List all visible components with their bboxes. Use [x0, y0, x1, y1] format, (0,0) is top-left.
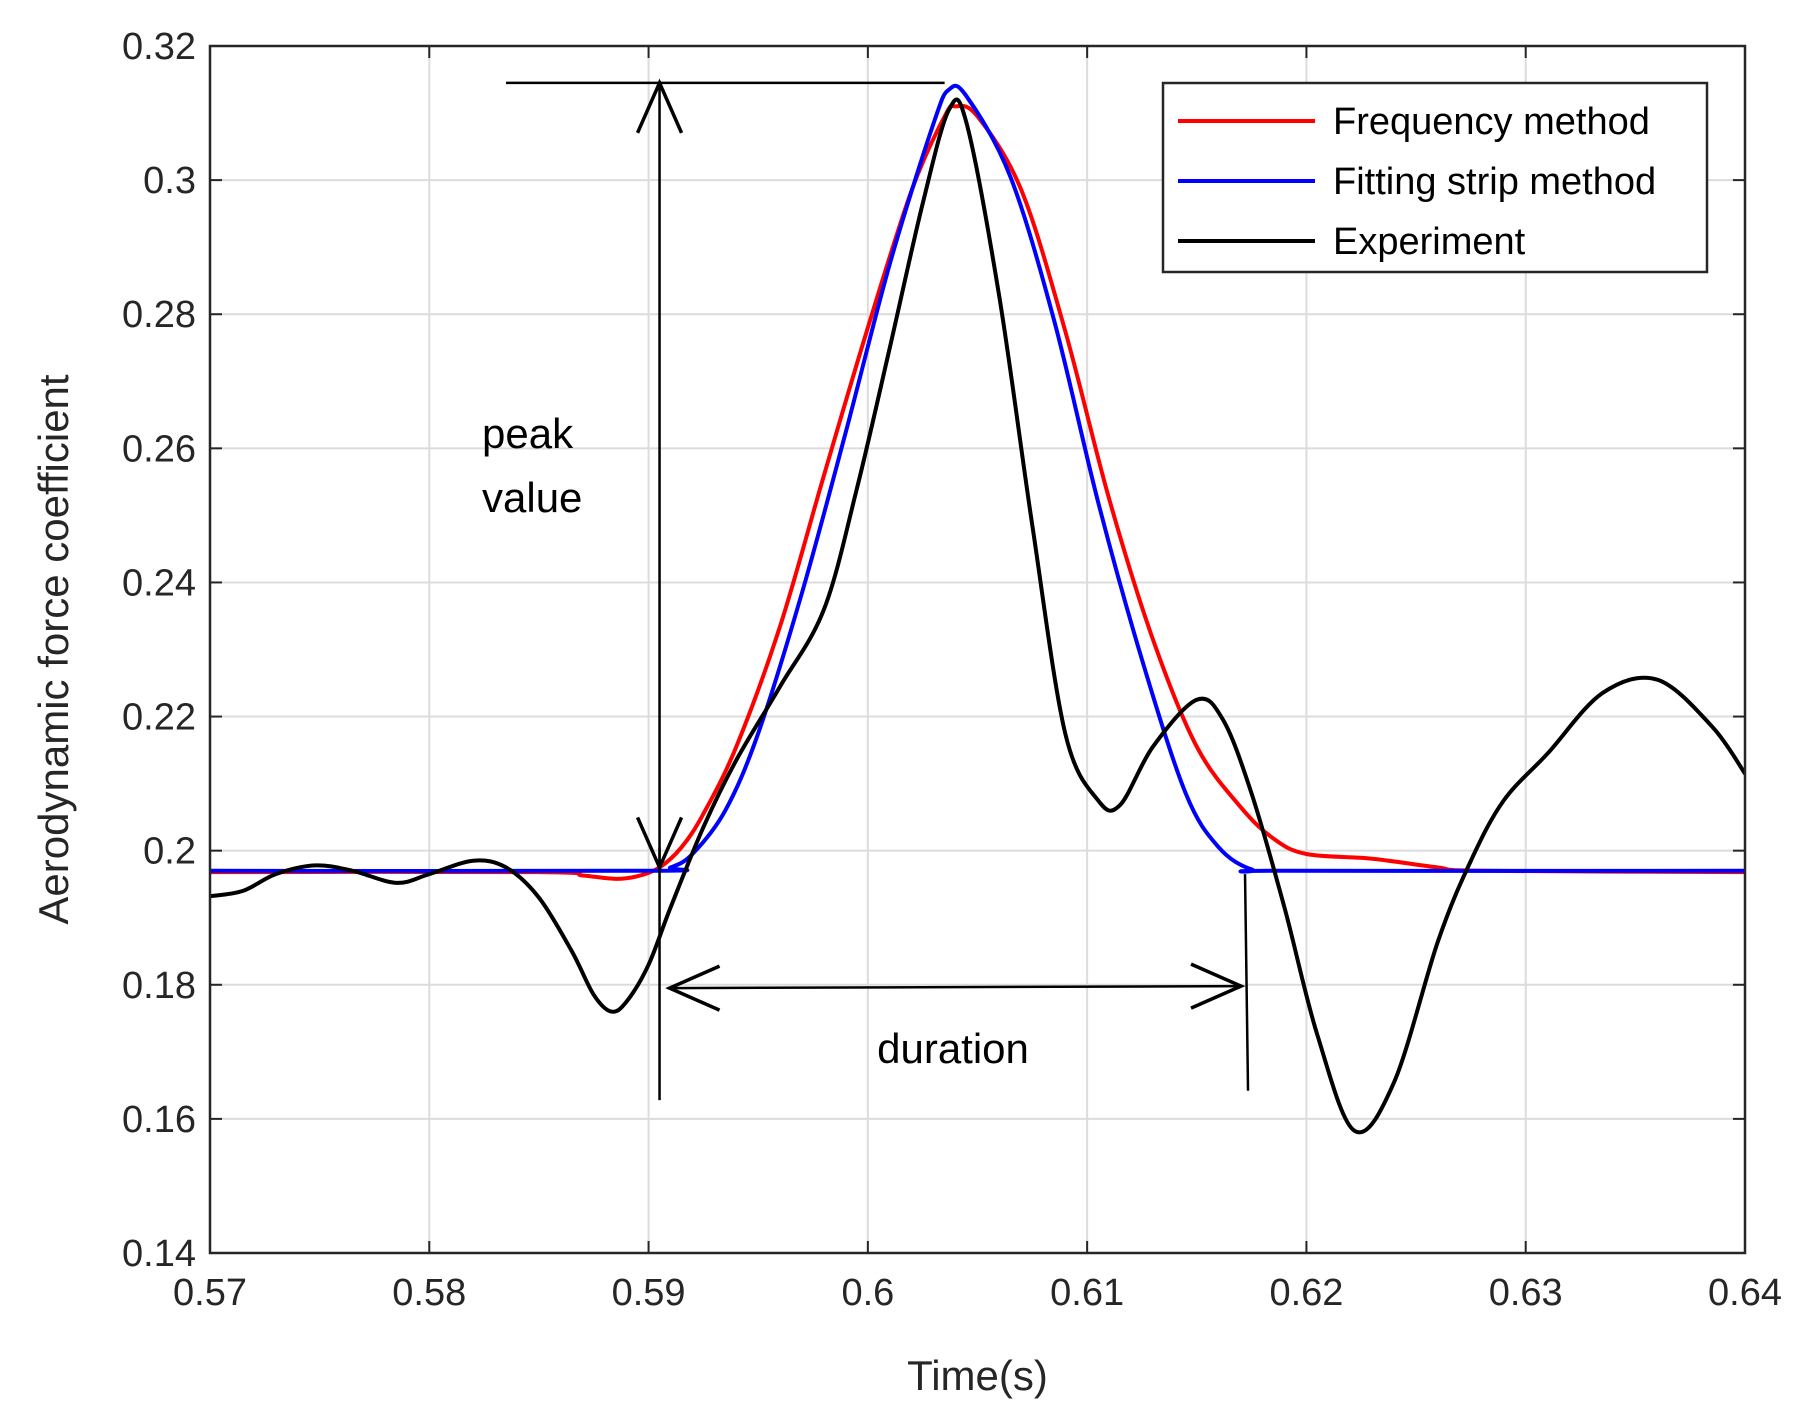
x-axis-title: Time(s) — [907, 1352, 1048, 1399]
peak-value-label-line2: value — [482, 474, 582, 521]
x-tick-label: 0.64 — [1708, 1272, 1782, 1314]
y-tick-label: 0.28 — [122, 294, 196, 336]
axis-ticks: 0.57 0.58 0.59 0.6 0.61 0.62 0.63 0.64 0.14 0.16 0… — [122, 26, 1782, 1314]
series-lines — [210, 83, 1745, 1135]
y-tick-label: 0.14 — [122, 1233, 196, 1275]
y-tick-label: 0.26 — [122, 428, 196, 470]
annotations: peak value duration — [482, 78, 1250, 1101]
duration-arrow-head-right — [1190, 962, 1246, 1010]
legend-label-frequency-method: Frequency method — [1333, 101, 1650, 143]
x-tick-label: 0.59 — [612, 1272, 686, 1314]
y-tick-label: 0.18 — [122, 965, 196, 1007]
x-tick-label: 0.61 — [1050, 1272, 1124, 1314]
x-tick-label: 0.58 — [392, 1272, 466, 1314]
y-axis-title: Aerodynamic force coefficient — [30, 374, 77, 924]
legend: Frequency method Fitting strip method Expe… — [1161, 81, 1709, 274]
y-tick-label: 0.32 — [122, 26, 196, 68]
duration-label: duration — [877, 1025, 1029, 1072]
y-tick-label: 0.3 — [143, 160, 196, 202]
y-tick-label: 0.24 — [122, 562, 196, 604]
x-tick-label: 0.57 — [173, 1272, 247, 1314]
legend-label-experiment: Experiment — [1333, 221, 1526, 263]
peak-arrow-head-up — [635, 78, 684, 134]
x-tick-label: 0.6 — [841, 1272, 894, 1314]
y-tick-label: 0.2 — [143, 831, 196, 873]
x-tick-label: 0.63 — [1489, 1272, 1563, 1314]
peak-value-label-line1: peak — [482, 410, 574, 457]
x-tick-label: 0.62 — [1269, 1272, 1343, 1314]
y-tick-label: 0.16 — [122, 1099, 196, 1141]
duration-end-marker — [1243, 874, 1250, 1091]
series-line-experiment — [210, 97, 1745, 1135]
legend-label-fitting-strip-method: Fitting strip method — [1333, 161, 1656, 203]
plot-frame — [208, 44, 1747, 1255]
duration-arrow-head-left — [665, 964, 721, 1012]
y-tick-label: 0.22 — [122, 697, 196, 739]
duration-arrow-shaft — [669, 984, 1242, 990]
